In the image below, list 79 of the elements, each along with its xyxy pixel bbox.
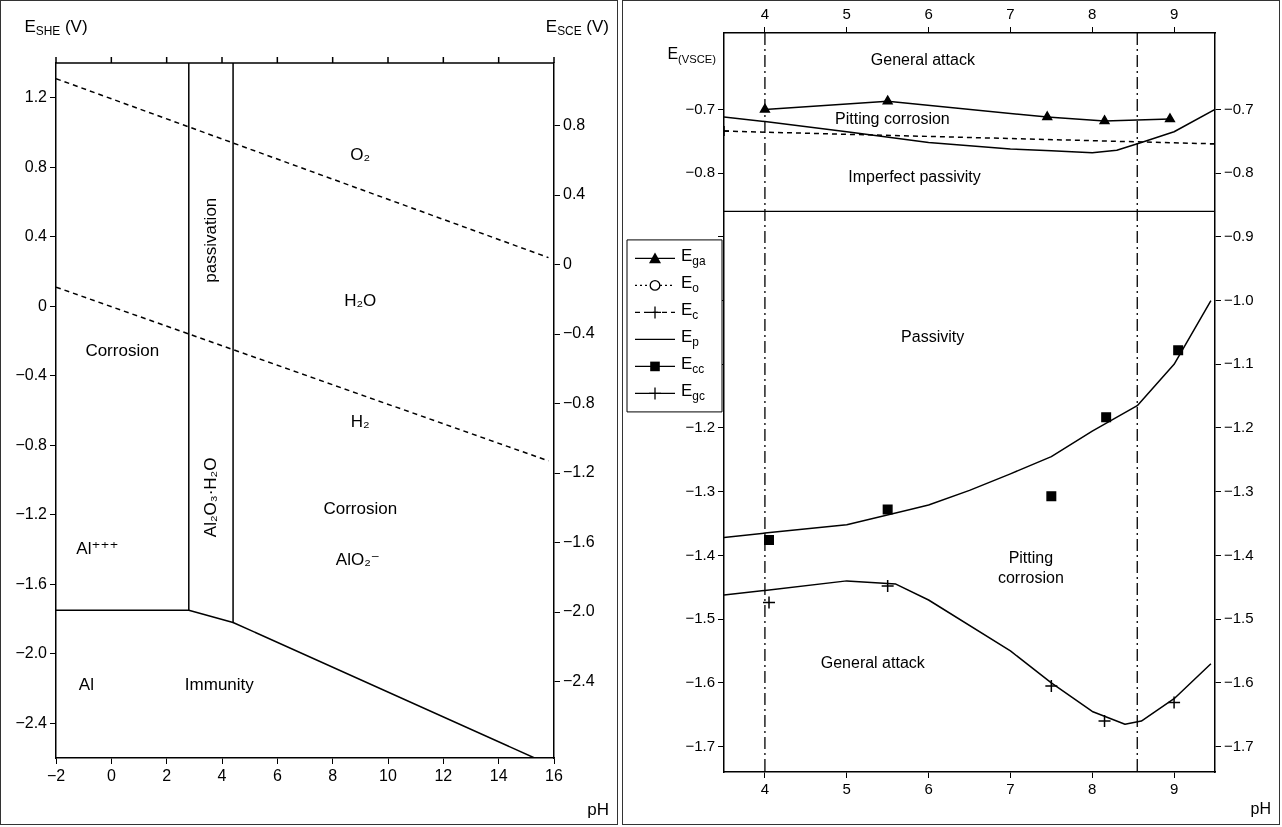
y2-tick-label: −2.4 (563, 671, 595, 689)
annotation: passivation (200, 197, 220, 283)
annotation: Imperfect passivity (848, 168, 981, 186)
annotation: Corrosion (323, 499, 398, 519)
y-tick-label: −1.2 (15, 505, 48, 523)
y2-tick-label: −1.0 (1224, 290, 1254, 308)
y-tick-label: −1.6 (15, 574, 48, 592)
x-tick-label: 5 (842, 780, 851, 798)
y-tick-label: −0.4 (15, 366, 48, 384)
x2-tick-label: 6 (924, 5, 933, 23)
x-tick-label: 4 (760, 780, 770, 798)
x-axis-title: pH (1250, 800, 1271, 818)
x-tick-label: 0 (106, 767, 116, 785)
annotation: Al (78, 674, 94, 694)
y-tick-label: 0.4 (24, 227, 48, 245)
y2-tick-label: −0.9 (1224, 227, 1254, 244)
annotation: Immunity (184, 674, 255, 694)
y-tick-label: −0.7 (685, 99, 715, 117)
y-tick-label: −0.8 (685, 163, 715, 181)
x-tick-label: 6 (924, 780, 933, 798)
y2-tick-label: −0.8 (563, 393, 595, 411)
x-tick-label: 7 (1006, 780, 1015, 798)
x2-tick-label: 7 (1006, 5, 1015, 23)
annotation: Passivity (901, 327, 965, 345)
y2-tick-label: −1.2 (1224, 418, 1254, 436)
y-tick-label: 0.8 (24, 157, 48, 175)
annotation: H₂ (350, 412, 370, 432)
y2-tick-label: −1.6 (563, 532, 595, 550)
x-tick-label: 12 (434, 767, 453, 785)
y2-tick-label: −1.5 (1224, 609, 1254, 627)
y2-tick-label: 0 (563, 254, 572, 272)
y-tick-label: −1.6 (685, 672, 715, 690)
annotation: Pitting corrosion (835, 109, 950, 127)
y2-tick-label: −1.7 (1224, 736, 1254, 754)
annotation: General attack (870, 51, 976, 69)
y2-tick-label: −1.6 (1224, 672, 1254, 690)
annotation: AlO₂⁻ (335, 549, 380, 569)
y2-tick-label: −1.2 (563, 463, 595, 481)
x-axis-title: pH (587, 799, 609, 819)
y-tick-label: 1.2 (24, 88, 48, 106)
y-tick-label: −1.7 (685, 736, 715, 754)
x2-tick-label: 9 (1169, 5, 1179, 23)
y-tick-label: −1.5 (685, 609, 715, 627)
y2-tick-label: −0.4 (563, 324, 595, 342)
y2-tick-label: −1.4 (1224, 545, 1254, 563)
x2-tick-label: 5 (842, 5, 851, 23)
x-tick-label: 8 (328, 767, 338, 785)
y-tick-label: −1.2 (685, 418, 715, 436)
annotation: Corrosion (85, 341, 160, 361)
x-tick-label: −2 (46, 767, 66, 785)
x2-tick-label: 8 (1088, 5, 1097, 23)
annotation: H₂O (344, 290, 377, 310)
annotation: O₂ (350, 144, 371, 164)
x-tick-label: 8 (1088, 780, 1097, 798)
y-tick-label: −1.3 (685, 481, 715, 499)
y2-tick-label: −1.1 (1224, 354, 1254, 372)
x-tick-label: 4 (217, 767, 227, 785)
y2-tick-label: −0.8 (1224, 163, 1254, 181)
y2-tick-label: −1.3 (1224, 481, 1254, 499)
y2-tick-label: 0.8 (563, 115, 586, 133)
y-tick-label: −2.4 (15, 713, 48, 731)
x-tick-label: 6 (272, 767, 282, 785)
x-tick-label: 2 (162, 767, 172, 785)
x-tick-label: 14 (489, 767, 508, 785)
annotation: General attack (820, 653, 926, 671)
annotation: Al₂O₃·H₂O (200, 457, 220, 538)
x-tick-label: 16 (545, 767, 563, 785)
y2-tick-label: −2.0 (563, 602, 595, 620)
y2-tick-label: 0.4 (563, 185, 586, 203)
y2-tick-label: −0.7 (1224, 99, 1254, 117)
annotation: Al⁺⁺⁺ (76, 539, 119, 559)
x2-tick-label: 4 (760, 5, 770, 23)
y-tick-label: −1.4 (685, 545, 715, 563)
y-tick-label: −2.0 (15, 644, 48, 662)
y-tick-label: 0 (38, 296, 48, 314)
x-tick-label: 10 (379, 767, 397, 785)
y-tick-label: −0.8 (15, 435, 48, 453)
annotation: Pitting corrosion (997, 549, 1064, 587)
x-tick-label: 9 (1169, 780, 1179, 798)
